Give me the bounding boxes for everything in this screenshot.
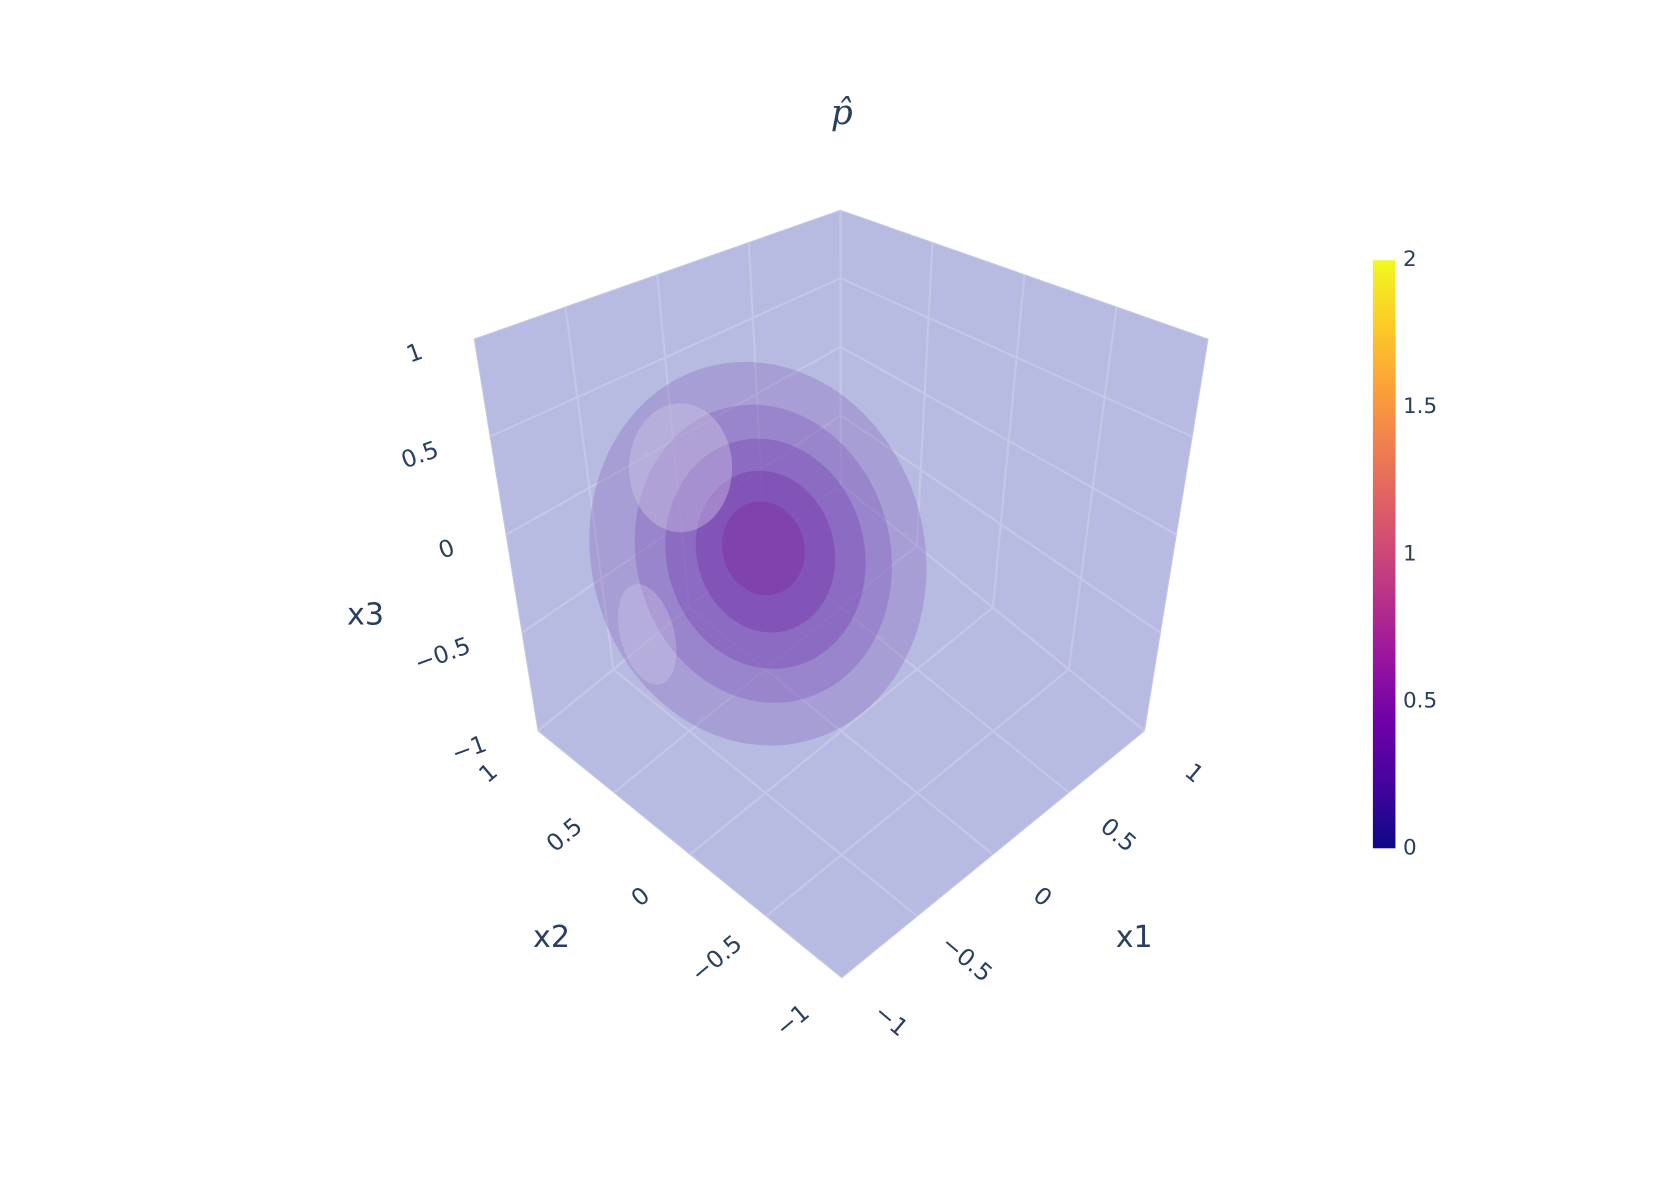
wall	[840, 209, 1209, 732]
y-tick-label: 0	[626, 881, 656, 912]
grid-line	[840, 277, 1194, 438]
colorbar	[1372, 260, 1396, 849]
colorbar-tick-label: 1	[1403, 541, 1417, 566]
y-tick-label: 0.5	[541, 812, 588, 858]
y-axis-title: x2	[533, 920, 570, 955]
grid-line	[688, 606, 994, 856]
wall	[473, 209, 841, 732]
volume-box	[473, 209, 1209, 979]
x-tick-label: −0.5	[936, 929, 998, 987]
x-tick-label: 0	[1028, 881, 1058, 912]
grid-line	[520, 414, 842, 634]
x-tick-label: 0.5	[1095, 812, 1142, 858]
y-tick-label: −0.5	[685, 929, 747, 987]
scene	[472, 208, 1210, 980]
x-tick-label: −1	[869, 998, 914, 1042]
isosurface	[628, 403, 733, 533]
volume	[589, 361, 927, 746]
isosurface	[721, 501, 805, 596]
grid-line	[612, 544, 918, 794]
z-tick-label: 0.5	[397, 435, 442, 474]
y-tick-label: 1	[473, 757, 503, 788]
grid-line	[473, 208, 841, 340]
grid-line	[840, 414, 1162, 634]
grid-line	[841, 730, 1146, 980]
colorbar-tick-label: 0	[1403, 835, 1417, 860]
y-tick-label: −1	[770, 998, 815, 1042]
z-axis-title: x3	[347, 598, 384, 633]
isosurface	[618, 584, 677, 685]
z-tick-label: 1	[403, 337, 427, 368]
grid-line	[765, 668, 1070, 918]
grid-line	[505, 345, 842, 536]
colorbar-tick-label: 0.5	[1403, 688, 1437, 713]
chart-title: p̂	[831, 93, 853, 133]
z-tick-label: 0	[435, 533, 459, 564]
grid-line	[840, 345, 1178, 536]
z-tick-label: −0.5	[411, 631, 475, 677]
x-tick-label: 1	[1180, 757, 1210, 788]
grid-line	[840, 483, 1146, 732]
x-axis-title: x1	[1116, 920, 1153, 955]
grid-line	[489, 277, 841, 438]
colorbar-tick-label: 2	[1403, 247, 1417, 272]
colorbar-tick-label: 1.5	[1403, 394, 1437, 419]
grid-line	[840, 208, 1209, 340]
